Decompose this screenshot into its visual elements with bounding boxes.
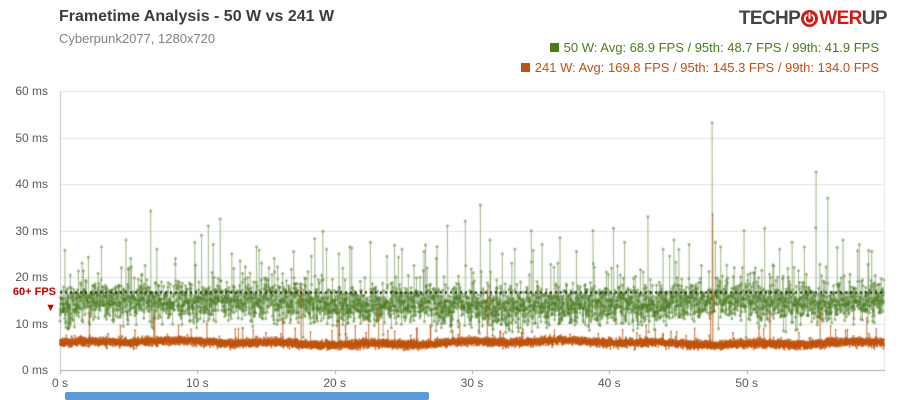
page-title: Frametime Analysis - 50 W vs 241 W [59, 8, 335, 25]
scrollbar-thumb[interactable] [65, 392, 429, 400]
techpowerup-logo[interactable]: TECHP WER UP [738, 8, 888, 29]
legend-swatch-50w [549, 43, 559, 52]
legend-item-50w: 50 W: Avg: 68.9 FPS / 95th: 48.7 FPS / 9… [549, 40, 879, 55]
y-axis-label: 60 ms [15, 84, 48, 98]
y-axis-label: 50 ms [15, 130, 48, 145]
logo-text-up: UP [861, 8, 888, 29]
x-axis-label: 10 s [185, 376, 209, 390]
y-axis-label: 20 ms [15, 270, 48, 284]
power-icon [801, 10, 819, 27]
x-axis-label: 30 s [460, 376, 484, 390]
legend: 50 W: Avg: 68.9 FPS / 95th: 48.7 FPS / 9… [520, 40, 879, 75]
legend-item-241w: 241 W: Avg: 169.8 FPS / 95th: 145.3 FPS … [520, 60, 879, 75]
logo-text-tech: TECHP [738, 8, 801, 29]
threshold-label: 60+ FPS ▼ [12, 286, 56, 315]
x-axis-label: 40 s [597, 376, 621, 390]
legend-label-241w: 241 W: Avg: 169.8 FPS / 95th: 145.3 FPS … [534, 60, 879, 75]
legend-label-50w: 50 W: Avg: 68.9 FPS / 95th: 48.7 FPS / 9… [563, 40, 879, 55]
x-axis-label: 0 s [51, 376, 68, 390]
logo-text-wer: WER [819, 8, 862, 29]
y-axis-label: 0 ms [21, 363, 48, 377]
y-axis-label: 10 ms [15, 316, 48, 331]
y-axis-label: 40 ms [15, 177, 48, 191]
page-subtitle: Cyberpunk2077, 1280x720 [59, 31, 216, 46]
x-axis-label: 50 s [735, 376, 758, 390]
x-axis-label: 20 s [323, 376, 346, 390]
legend-swatch-241w [520, 63, 530, 72]
y-axis-label: 30 ms [15, 223, 48, 238]
